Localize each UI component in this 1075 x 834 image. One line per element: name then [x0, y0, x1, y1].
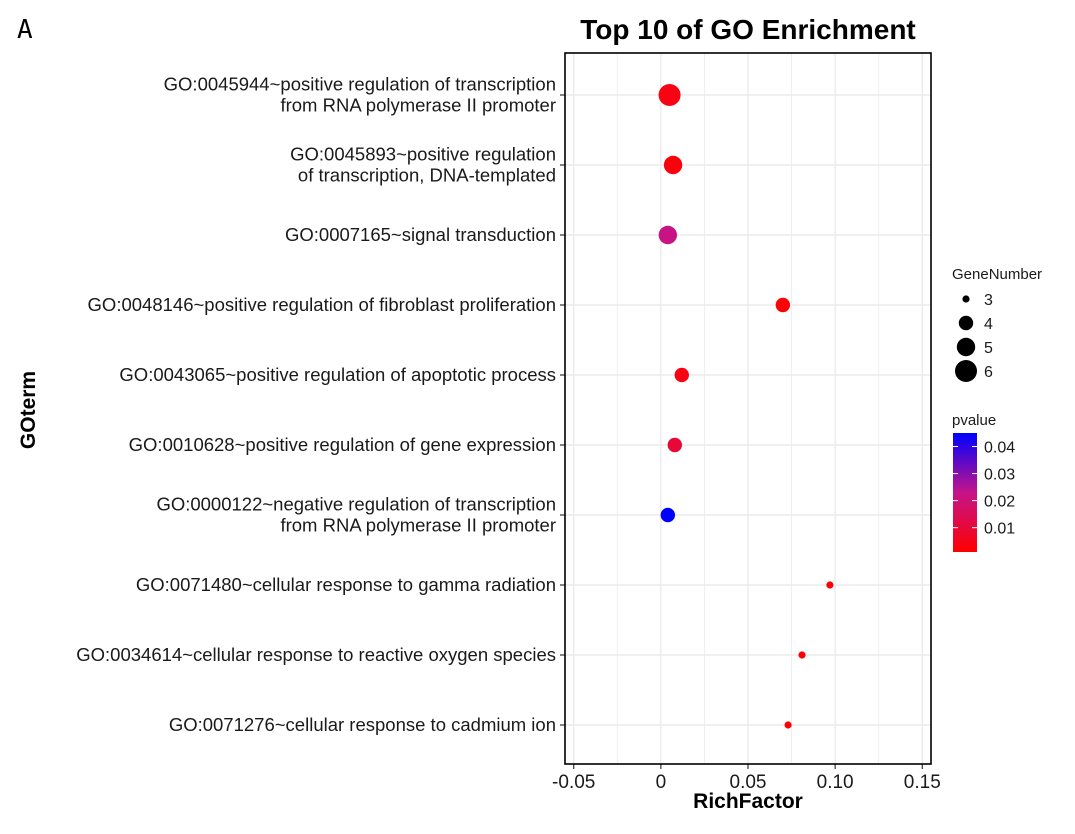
size-legend: GeneNumber 3 4 5 6: [952, 266, 1042, 382]
color-legend-label: 0.02: [984, 494, 1015, 511]
size-legend-label: 4: [984, 316, 993, 333]
size-legend-key: [956, 337, 976, 357]
y-tick-label: from RNA polymerase II promoter: [280, 95, 556, 116]
color-legend-label: 0.01: [984, 521, 1015, 538]
size-legend-label: 6: [984, 364, 993, 381]
data-point: [658, 225, 678, 245]
data-point: [660, 507, 676, 523]
size-legend-title: GeneNumber: [952, 266, 1042, 283]
y-tick-label: GO:0007165~signal transduction: [285, 224, 556, 245]
y-tick-label: GO:0043065~positive regulation of apopto…: [119, 364, 556, 385]
size-legend-items: 3 4 5 6: [955, 292, 993, 382]
x-tick-label: 0.05: [730, 772, 767, 793]
y-tick-label: from RNA polymerase II promoter: [280, 515, 556, 536]
x-tick-label: 0.10: [817, 772, 854, 793]
data-point: [674, 367, 689, 383]
gridlines: [565, 53, 931, 764]
y-axis-tick-labels: GO:0045944~positive regulation of transc…: [76, 74, 565, 735]
data-point: [784, 721, 792, 729]
color-legend-label: 0.04: [984, 440, 1015, 457]
size-legend-label: 3: [984, 292, 993, 309]
y-tick-label: GO:0010628~positive regulation of gene e…: [129, 434, 556, 455]
y-tick-label: GO:0000122~negative regulation of transc…: [156, 494, 556, 515]
panel-label: A: [17, 15, 33, 45]
color-legend: pvalue 0.01 0.02 0.03 0.04: [952, 412, 1015, 552]
x-axis-tick-labels: -0.05 0 0.05 0.10 0.15: [552, 764, 941, 793]
color-legend-label: 0.03: [984, 467, 1015, 484]
x-tick-label: -0.05: [552, 772, 595, 793]
y-tick-label: GO:0034614~cellular response to reactive…: [76, 644, 556, 665]
data-points: [658, 84, 834, 729]
x-tick-label: 0: [656, 772, 667, 793]
y-tick-label: GO:0048146~positive regulation of fibrob…: [88, 294, 556, 315]
y-tick-label: GO:0045944~positive regulation of transc…: [164, 74, 556, 95]
color-legend-bar: [953, 433, 977, 552]
y-tick-label: GO:0045893~positive regulation: [290, 144, 556, 165]
size-legend-label: 5: [984, 340, 993, 357]
data-point: [667, 437, 682, 453]
y-axis-title: GOterm: [17, 371, 40, 449]
data-point: [826, 581, 834, 589]
size-legend-key: [962, 295, 970, 303]
plot-border: [564, 52, 932, 765]
y-tick-label: of transcription, DNA-templated: [298, 165, 556, 186]
color-legend-title: pvalue: [952, 412, 996, 429]
data-point: [658, 84, 681, 106]
color-legend-ticks: 0.01 0.02 0.03 0.04: [953, 440, 1015, 538]
x-tick-label: 0.15: [904, 772, 941, 793]
size-legend-key: [955, 360, 977, 382]
chart-title: Top 10 of GO Enrichment: [580, 14, 916, 45]
y-tick-label: GO:0071480~cellular response to gamma ra…: [136, 574, 556, 595]
size-legend-key: [958, 315, 974, 331]
x-axis-title: RichFactor: [693, 790, 803, 813]
y-tick-label: GO:0071276~cellular response to cadmium …: [169, 714, 556, 735]
data-point: [798, 651, 806, 659]
data-point: [775, 297, 791, 313]
data-point: [663, 155, 683, 175]
